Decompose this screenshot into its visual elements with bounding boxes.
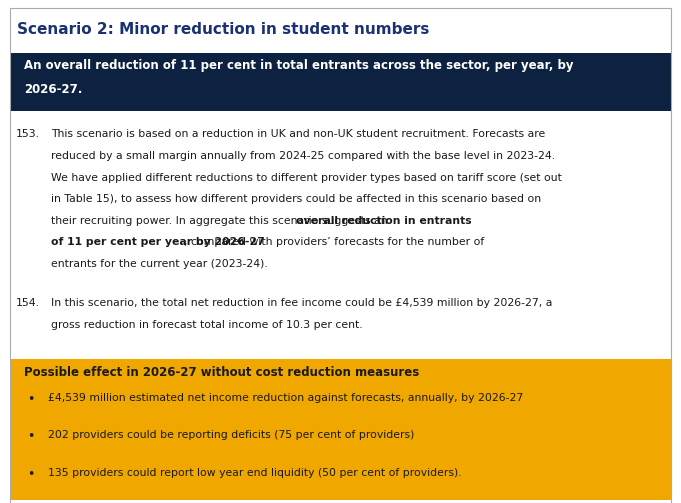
Text: 154.: 154. bbox=[16, 298, 39, 308]
FancyBboxPatch shape bbox=[10, 359, 671, 500]
Text: of 11 per cent per year by 2026-27: of 11 per cent per year by 2026-27 bbox=[51, 237, 265, 247]
Text: Possible effect in 2026-27 without cost reduction measures: Possible effect in 2026-27 without cost … bbox=[24, 366, 419, 379]
Text: •: • bbox=[27, 431, 35, 444]
Text: reduced by a small margin annually from 2024-25 compared with the base level in : reduced by a small margin annually from … bbox=[51, 151, 555, 161]
Text: Scenario 2: Minor reduction in student numbers: Scenario 2: Minor reduction in student n… bbox=[17, 22, 430, 37]
Text: overall reduction in entrants: overall reduction in entrants bbox=[296, 216, 472, 226]
Text: £4,539 million estimated net income reduction against forecasts, annually, by 20: £4,539 million estimated net income redu… bbox=[48, 393, 523, 403]
Text: We have applied different reductions to different provider types based on tariff: We have applied different reductions to … bbox=[51, 173, 562, 183]
Text: entrants for the current year (2023-24).: entrants for the current year (2023-24). bbox=[51, 259, 268, 269]
Text: An overall reduction of 11 per cent in total entrants across the sector, per yea: An overall reduction of 11 per cent in t… bbox=[24, 59, 573, 72]
Text: This scenario is based on a reduction in UK and non-UK student recruitment. Fore: This scenario is based on a reduction in… bbox=[51, 129, 545, 139]
FancyBboxPatch shape bbox=[10, 53, 671, 111]
Text: •: • bbox=[27, 393, 35, 406]
Text: •: • bbox=[27, 468, 35, 481]
Text: In this scenario, the total net reduction in fee income could be £4,539 million : In this scenario, the total net reductio… bbox=[51, 298, 552, 308]
Text: in Table 15), to assess how different providers could be affected in this scenar: in Table 15), to assess how different pr… bbox=[51, 194, 541, 204]
Text: 153.: 153. bbox=[16, 129, 39, 139]
Text: gross reduction in forecast total income of 10.3 per cent.: gross reduction in forecast total income… bbox=[51, 319, 363, 329]
Text: 202 providers could be reporting deficits (75 per cent of providers): 202 providers could be reporting deficit… bbox=[48, 431, 414, 441]
Text: , compared with providers’ forecasts for the number of: , compared with providers’ forecasts for… bbox=[183, 237, 484, 247]
Text: 135 providers could report low year end liquidity (50 per cent of providers).: 135 providers could report low year end … bbox=[48, 468, 461, 478]
Text: 2026-27.: 2026-27. bbox=[24, 83, 82, 97]
Text: their recruiting power. In aggregate this scenario suggests an: their recruiting power. In aggregate thi… bbox=[51, 216, 391, 226]
